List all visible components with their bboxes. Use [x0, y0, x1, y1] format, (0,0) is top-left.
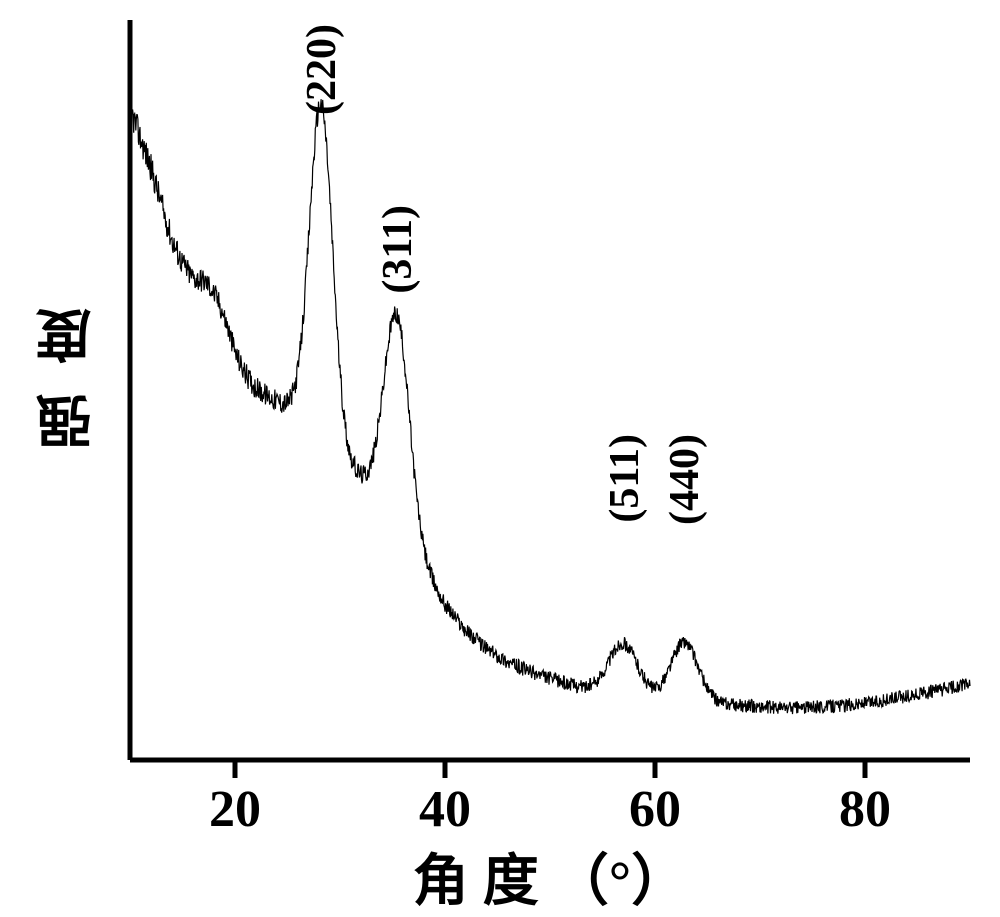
x-tick-label: 60: [615, 780, 695, 839]
peak-label: (440): [661, 434, 709, 525]
peak-label: (220): [298, 24, 346, 115]
xrd-chart: [0, 0, 1000, 884]
x-axis-label: 角 度 （°）: [350, 836, 750, 917]
x-tick-label: 20: [195, 780, 275, 839]
y-axis-label: 强 度: [28, 300, 109, 450]
x-tick-label: 80: [825, 780, 905, 839]
peak-label: (511): [601, 434, 649, 523]
peak-label: (311): [374, 205, 422, 294]
x-tick-label: 40: [405, 780, 485, 839]
